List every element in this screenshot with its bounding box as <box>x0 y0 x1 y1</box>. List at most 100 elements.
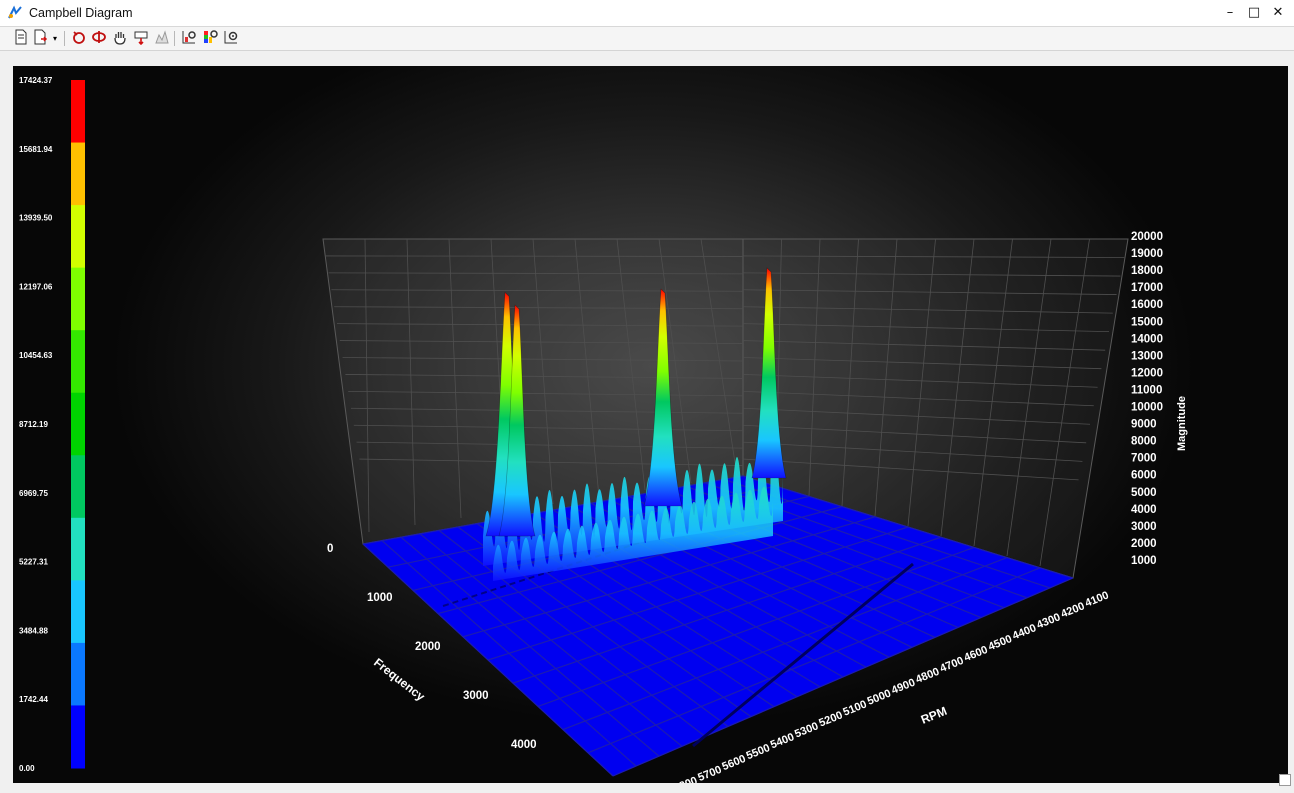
floor-grid-line <box>437 506 843 615</box>
colorbar-label: 10454.63 <box>19 351 53 360</box>
magnitude-tick: 11000 <box>1131 384 1162 396</box>
magnitude-tick: 10000 <box>1131 402 1163 414</box>
rotate-icon[interactable] <box>69 29 89 48</box>
magnitude-tick: 3000 <box>1131 521 1157 533</box>
floor-grid-line <box>362 475 744 545</box>
resize-grip[interactable] <box>1279 774 1291 786</box>
axis-settings-icon[interactable] <box>179 29 199 48</box>
magnitude-tick: 9000 <box>1131 419 1157 431</box>
colorbar-label: 13939.50 <box>19 214 53 223</box>
rpm-tick: 4700 <box>938 655 965 675</box>
frequency-tick: 3000 <box>463 690 489 702</box>
colorbar-label: 3484.88 <box>19 626 48 635</box>
rpm-tick: 5100 <box>841 698 868 718</box>
app-icon <box>8 5 22 19</box>
rpm-tick: 4200 <box>1059 600 1086 620</box>
surface-peak <box>498 304 536 537</box>
ridge-surface <box>483 450 783 566</box>
rpm-tick: 5000 <box>866 687 893 707</box>
colorbar-label: 0.00 <box>19 764 35 773</box>
floor-grid-line <box>512 536 942 684</box>
floor-grid-line <box>487 526 909 661</box>
floor-grid-line <box>462 516 876 638</box>
colorbar-segment <box>71 80 85 144</box>
chevron-down-icon[interactable]: ▾ <box>52 34 57 43</box>
frequency-tick: 0 <box>327 543 333 555</box>
export-icon[interactable] <box>30 29 50 48</box>
rotate-axis-icon[interactable] <box>89 29 109 48</box>
magnitude-tick: 5000 <box>1131 487 1157 499</box>
magnitude-tick: 14000 <box>1131 333 1163 345</box>
frequency-tick: 4000 <box>511 739 537 751</box>
campbell-3d-surface: 2000019000180001700016000150001400013000… <box>322 231 1188 783</box>
surface-peak <box>643 288 683 507</box>
rpm-tick: 5300 <box>793 720 820 740</box>
colorbar-segment <box>71 142 85 206</box>
window-title: Campbell Diagram <box>29 6 133 20</box>
colorbar-label: 6969.75 <box>19 489 48 498</box>
magnitude-tick: 20000 <box>1131 231 1163 243</box>
rpm-tick: 4900 <box>890 677 917 697</box>
magnitude-tick: 12000 <box>1131 367 1163 379</box>
colorbar-label: 8712.19 <box>19 420 48 429</box>
magnitude-tick: 6000 <box>1131 470 1157 482</box>
pan-hand-icon[interactable] <box>110 29 130 48</box>
chart-settings-icon[interactable] <box>221 29 241 48</box>
rpm-tick: 5200 <box>817 709 844 729</box>
frequency-tick: 1000 <box>367 592 393 604</box>
colorbar-segment <box>71 267 85 331</box>
color-palette-settings-icon[interactable] <box>200 29 220 48</box>
colorbar-label: 1742.44 <box>19 695 48 704</box>
magnitude-tick: 8000 <box>1131 436 1157 448</box>
colorbar-label: 5227.31 <box>19 558 48 567</box>
colorbar-segment <box>71 580 85 644</box>
rpm-tick: 4400 <box>1011 622 1038 642</box>
rpm-tick: 5700 <box>696 764 723 783</box>
axis-label-magnitude: Magnitude <box>1176 396 1188 451</box>
floor-grid-line <box>587 567 1041 754</box>
magnitude-tick: 7000 <box>1131 453 1157 465</box>
zoom-flag-icon[interactable] <box>131 29 151 48</box>
magnitude-tick: 15000 <box>1131 316 1163 328</box>
axis-label-rpm: RPM <box>919 704 949 727</box>
rpm-tick: 5800 <box>672 775 699 783</box>
rpm-tick: 4100 <box>1083 589 1110 609</box>
colorbar-segment <box>71 455 85 519</box>
magnitude-tick: 16000 <box>1131 299 1163 311</box>
colorbar-label: 15681.94 <box>19 145 53 154</box>
new-document-icon[interactable] <box>11 29 31 48</box>
title-bar: Campbell Diagram – □ ✕ <box>0 0 1294 27</box>
close-button[interactable]: ✕ <box>1272 5 1284 20</box>
colorbar-label: 17424.37 <box>19 76 53 85</box>
rpm-tick: 5400 <box>769 731 796 751</box>
magnitude-tick: 17000 <box>1131 282 1163 294</box>
magnitude-tick: 1000 <box>1131 555 1157 567</box>
toolbar: ▾ <box>0 27 1294 51</box>
colorbar-segment <box>71 330 85 394</box>
frequency-tick: 2000 <box>415 641 441 653</box>
colorbar-segment <box>71 392 85 456</box>
maximize-button[interactable]: □ <box>1247 5 1261 20</box>
order-line <box>692 562 914 748</box>
colorbar-label: 12197.06 <box>19 282 53 291</box>
color-legend: 17424.37 15681.94 13939.50 12197.06 10454.63… <box>19 76 85 773</box>
floor-grid-line <box>612 577 1074 777</box>
minimize-button[interactable]: – <box>1226 5 1234 20</box>
magnitude-tick: 2000 <box>1131 538 1157 550</box>
rpm-tick: 4800 <box>914 666 941 686</box>
magnitude-tick: 18000 <box>1131 265 1163 277</box>
back-walls <box>322 238 1129 579</box>
colorbar-segment <box>71 642 85 706</box>
magnitude-tick: 13000 <box>1131 350 1163 362</box>
chart-canvas[interactable]: 17424.37 15681.94 13939.50 12197.06 10454.63… <box>13 66 1288 783</box>
ridge-surface <box>493 486 773 581</box>
floor-grid-line <box>562 557 1008 731</box>
rpm-tick: 5600 <box>720 753 747 773</box>
colorbar-segment <box>71 517 85 581</box>
magnitude-tick: 19000 <box>1131 248 1163 260</box>
rpm-tick: 5500 <box>745 742 772 762</box>
rpm-tick: 4300 <box>1035 611 1062 631</box>
surface-icon[interactable] <box>152 29 172 48</box>
rpm-tick: 4500 <box>987 633 1014 653</box>
surface-peak <box>751 267 787 479</box>
